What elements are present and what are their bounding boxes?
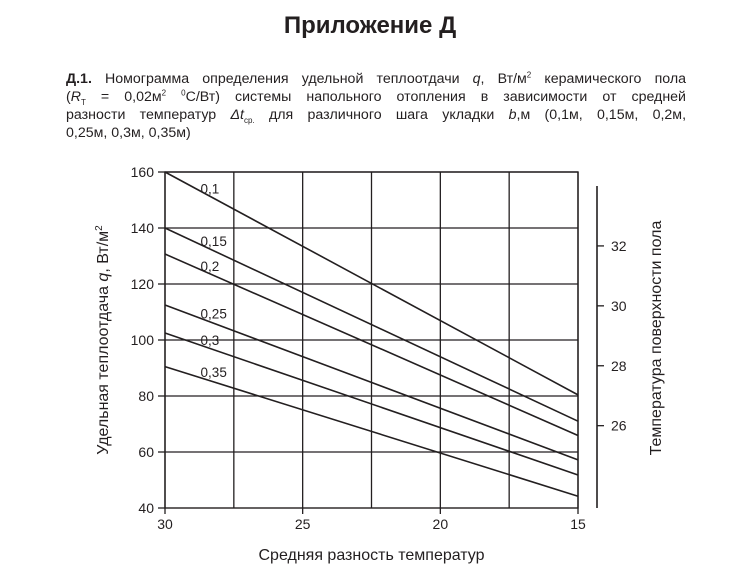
caption-sub: T — [80, 97, 86, 107]
caption-var-q: q — [472, 71, 481, 87]
series-lines: 0,1 0,15 0,2 0,25 0,3 0,35 — [164, 171, 579, 498]
y-tick-label: 40 — [138, 500, 154, 516]
y-axis-title: Удельная теплоотдача q, Вт/м2 — [94, 225, 112, 455]
right-tick-label: 26 — [611, 418, 627, 434]
y-tick-label: 140 — [131, 220, 155, 236]
page-title: Приложение Д — [283, 12, 457, 39]
caption-var-b: b — [508, 107, 517, 123]
y-tick-label: 60 — [138, 444, 154, 460]
tick-labels: 40 60 80 100 120 140 160 30 25 20 15 — [131, 164, 586, 532]
y-axis-title-sup: 2 — [94, 225, 105, 231]
series-label: 0,2 — [201, 259, 220, 274]
series-line — [164, 227, 579, 422]
caption-var-dt: Δt — [230, 107, 244, 123]
caption-text: 0,25м, 0,3м, 0,35м) — [66, 125, 191, 141]
series-label: 0,1 — [201, 182, 220, 197]
caption-text: ,м (0,1м, 0,15м, 0,2м, — [516, 107, 687, 123]
y-tick-label: 120 — [131, 276, 155, 292]
x-tick-label: 25 — [295, 516, 311, 532]
series-label: 0,25 — [201, 307, 227, 322]
caption-text: разности температур — [66, 107, 217, 123]
x-tick-label: 20 — [433, 516, 449, 532]
figure-caption: Д.1. Номограмма определения удельной теп… — [66, 70, 686, 142]
caption-sub: ср. — [244, 115, 255, 125]
caption-line-4: 0,25м, 0,3м, 0,35м) — [66, 124, 686, 142]
caption-line-1: Д.1. Номограмма определения удельной теп… — [66, 70, 686, 88]
x-tick-label: 30 — [157, 516, 173, 532]
right-axis: 26 28 30 32 — [596, 186, 627, 508]
caption-text: для различного шага укладки — [254, 107, 495, 123]
caption-number: Д.1. — [66, 71, 92, 87]
x-axis-title: Средняя разность температур — [258, 547, 484, 564]
caption-line-2: (RT = 0,02м2 0С/Вт) системы напольного о… — [66, 88, 686, 107]
caption-sup: 0 — [181, 88, 186, 98]
x-tick-label: 15 — [570, 516, 586, 532]
caption-text: ( — [66, 89, 71, 105]
right-tick-label: 30 — [611, 298, 627, 314]
y-tick-label: 160 — [131, 164, 155, 180]
caption-line-3: разности температур Δtср. для различного… — [66, 106, 686, 124]
caption-var-r: R — [70, 89, 81, 105]
y-tick-label: 100 — [131, 332, 155, 348]
right-tick-label: 32 — [611, 238, 627, 254]
y-axis-title-unit: , Вт/м — [95, 231, 112, 273]
y-axis-title-var: q — [95, 273, 112, 282]
y-tick-label: 80 — [138, 388, 154, 404]
caption-sup: 2 — [526, 70, 532, 80]
series-line — [164, 332, 579, 476]
caption-text: = 0,02м — [85, 89, 162, 105]
series-label: 0,3 — [201, 333, 220, 348]
right-tick-label: 28 — [611, 358, 627, 374]
caption-text: , Вт/м — [480, 71, 527, 87]
series-label: 0,15 — [201, 234, 227, 249]
caption-text: С/Вт) системы напольного отопления в зав… — [185, 89, 686, 105]
caption-text: керамического пола — [531, 71, 686, 87]
caption-text: Номограмма определения удельной теплоотд… — [105, 71, 460, 87]
series-line — [164, 304, 579, 461]
caption-sup: 2 — [161, 88, 167, 98]
y-axis-title-text: Удельная теплоотдача — [95, 282, 112, 455]
series-line — [164, 253, 579, 437]
series-label: 0,35 — [201, 365, 227, 380]
right-axis-title: Температура поверхности пола — [648, 221, 665, 456]
grid — [164, 171, 579, 508]
series-line — [164, 171, 579, 396]
series-line — [164, 365, 579, 498]
